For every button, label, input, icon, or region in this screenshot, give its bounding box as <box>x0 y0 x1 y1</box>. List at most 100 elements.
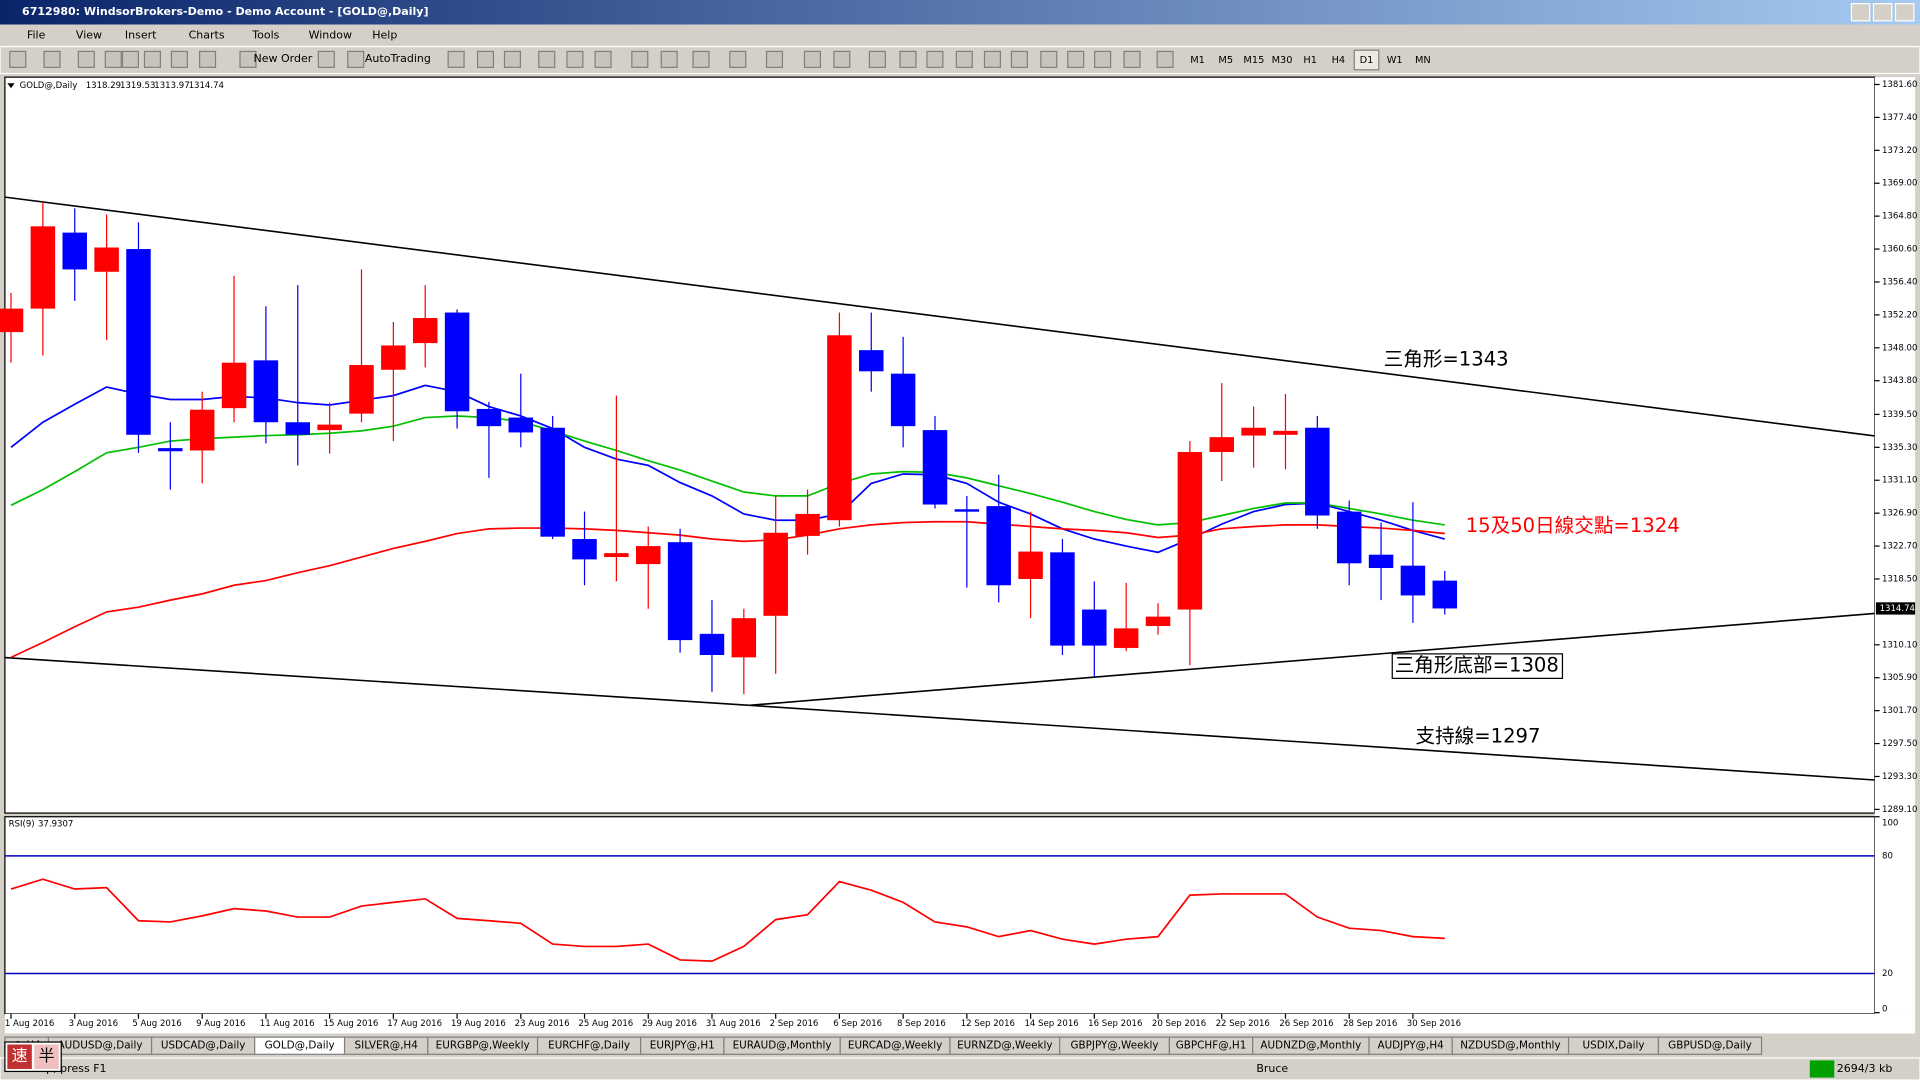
toolbar-icon[interactable] <box>143 50 162 68</box>
menu-item[interactable]: Tools <box>251 29 279 42</box>
y-tick-label: 1297.50 <box>1882 739 1917 749</box>
chart-tab-label[interactable]: USDCAD@,Daily <box>161 1040 246 1052</box>
chart-tab-label[interactable]: GBPCHF@,H1 <box>1176 1040 1247 1052</box>
menu-item[interactable]: Window <box>309 29 352 42</box>
toolbar-icon[interactable] <box>1010 50 1028 68</box>
minimize-button[interactable] <box>1850 3 1871 22</box>
chart-tab-label[interactable]: USDIX,Daily <box>1583 1040 1645 1052</box>
y-tick-label: 1377.40 <box>1882 113 1917 123</box>
chart-tab-label[interactable]: AUDNZD@,Monthly <box>1260 1040 1361 1052</box>
candle-body <box>699 633 725 656</box>
toolbar-icon[interactable] <box>660 50 678 68</box>
toolbar-icon[interactable] <box>447 50 465 68</box>
chart-tab-label[interactable]: SILVER@,H4 <box>355 1040 419 1052</box>
toolbar-icon[interactable] <box>983 50 1002 68</box>
chart-tab-label[interactable]: EURCHF@,Daily <box>548 1040 630 1052</box>
maximize-button[interactable] <box>1872 3 1893 22</box>
chart-tab-label[interactable]: NZDUSD@,Monthly <box>1460 1040 1560 1052</box>
toolbar-icon[interactable] <box>317 50 335 68</box>
chart-tab-label[interactable]: EURNZD@,Weekly <box>957 1040 1052 1052</box>
chart-header-arrow <box>7 83 15 89</box>
x-tick-label: 8 Sep 2016 <box>897 1019 946 1029</box>
chart-tab-label[interactable]: AUDJPY@,H4 <box>1377 1040 1444 1052</box>
toolbar-icon[interactable] <box>538 50 556 68</box>
chart-tab-label[interactable]: GBPUSD@,Daily <box>1668 1040 1752 1052</box>
title-bar <box>0 0 1920 25</box>
toolbar-icon[interactable] <box>926 50 944 68</box>
y-tick-label: 1360.60 <box>1882 245 1917 255</box>
annotation-box <box>1391 653 1564 679</box>
menu-item[interactable]: Insert <box>125 29 157 42</box>
chart-header: GOLD@,Daily <box>20 81 78 91</box>
timeframe-button[interactable]: M5 <box>1218 55 1233 66</box>
toolbar-icon[interactable] <box>566 50 584 68</box>
toolbar-icon[interactable] <box>77 50 95 68</box>
window-controls[interactable] <box>1850 3 1915 22</box>
toolbar-icon[interactable] <box>503 50 522 68</box>
toolbar-icon[interactable] <box>1067 50 1085 68</box>
chart-tab-label[interactable]: GOLD@,Daily <box>265 1040 335 1052</box>
menu-item[interactable]: View <box>76 29 102 42</box>
x-tick-label: 15 Aug 2016 <box>324 1019 379 1029</box>
y-tick-label: 1352.20 <box>1882 310 1917 320</box>
toolbar-icon[interactable] <box>868 50 886 68</box>
toolbar-icon[interactable] <box>121 50 139 68</box>
toolbar-icon[interactable] <box>803 50 822 68</box>
timeframe-button[interactable]: M30 <box>1272 55 1293 66</box>
toolbar-icon[interactable] <box>765 50 784 68</box>
toolbar-icon[interactable] <box>955 50 973 68</box>
toolbar-icon[interactable] <box>347 50 365 68</box>
candle-body <box>189 409 215 451</box>
timeframe-button[interactable]: W1 <box>1387 55 1403 66</box>
toolbar-icon[interactable] <box>9 50 27 68</box>
connection-indicator <box>1809 1060 1835 1078</box>
toolbar-icon[interactable] <box>1040 50 1058 68</box>
candle-body <box>317 424 342 431</box>
toolbar-icon[interactable] <box>631 50 649 68</box>
chart-tab-label[interactable]: GBPJPY@,Weekly <box>1070 1040 1158 1052</box>
rsi-title: RSI(9) <box>9 820 35 830</box>
current-price-box <box>1875 602 1916 615</box>
toolbar-icon[interactable] <box>198 50 217 68</box>
candle-body <box>1432 580 1458 609</box>
timeframe-button[interactable]: H1 <box>1303 55 1317 66</box>
close-button[interactable] <box>1894 3 1915 22</box>
timeframe-button[interactable]: D1 <box>1360 55 1374 66</box>
chart-tab-label[interactable]: EURCAD@,Weekly <box>848 1040 942 1052</box>
toolbar-icon[interactable] <box>899 50 917 68</box>
toolbar-icon[interactable] <box>692 50 710 68</box>
menu-item[interactable]: Help <box>372 29 397 42</box>
candle-body <box>476 408 502 427</box>
candle-body <box>285 422 311 435</box>
timeframe-button[interactable]: M15 <box>1243 55 1264 66</box>
chart-tab-label[interactable]: EURGBP@,Weekly <box>436 1040 530 1052</box>
toolbar-button[interactable]: AutoTrading <box>365 52 431 65</box>
annotation: 三角形底部=1308 <box>1395 654 1559 677</box>
timeframe-button[interactable]: M1 <box>1190 55 1205 66</box>
toolbar-icon[interactable] <box>833 50 851 68</box>
toolbar-icon[interactable] <box>43 50 61 68</box>
toolbar-icon[interactable] <box>1156 50 1174 68</box>
toolbar-icon[interactable] <box>594 50 612 68</box>
toolbar-button[interactable]: New Order <box>253 52 312 65</box>
y-tick-label: 1381.60 <box>1882 80 1917 90</box>
chart-tab-label[interactable]: AUDUSD@,Daily <box>58 1040 143 1052</box>
toolbar-icon[interactable] <box>729 50 747 68</box>
toolbar-icon[interactable] <box>476 50 495 68</box>
chart-header-value: 1314.74 <box>189 81 224 91</box>
menu-item[interactable]: File <box>27 29 46 42</box>
chart-tab[interactable] <box>1657 1036 1763 1055</box>
toolbar-icon[interactable] <box>239 50 257 68</box>
toolbar-icon[interactable] <box>1094 50 1112 68</box>
toolbar-icon[interactable] <box>170 50 188 68</box>
chart-tab-label[interactable]: EURAUD@,Monthly <box>733 1040 832 1052</box>
chart-tab-label[interactable]: EURJPY@,H1 <box>650 1040 715 1052</box>
timeframe-button[interactable]: H4 <box>1332 55 1346 66</box>
timeframe-button[interactable]: MN <box>1415 55 1431 66</box>
trendline-bottom <box>749 612 1875 707</box>
menu-item[interactable]: Charts <box>189 29 225 42</box>
toolbar-icon[interactable] <box>1123 50 1141 68</box>
toolbar-icon[interactable] <box>104 50 122 68</box>
